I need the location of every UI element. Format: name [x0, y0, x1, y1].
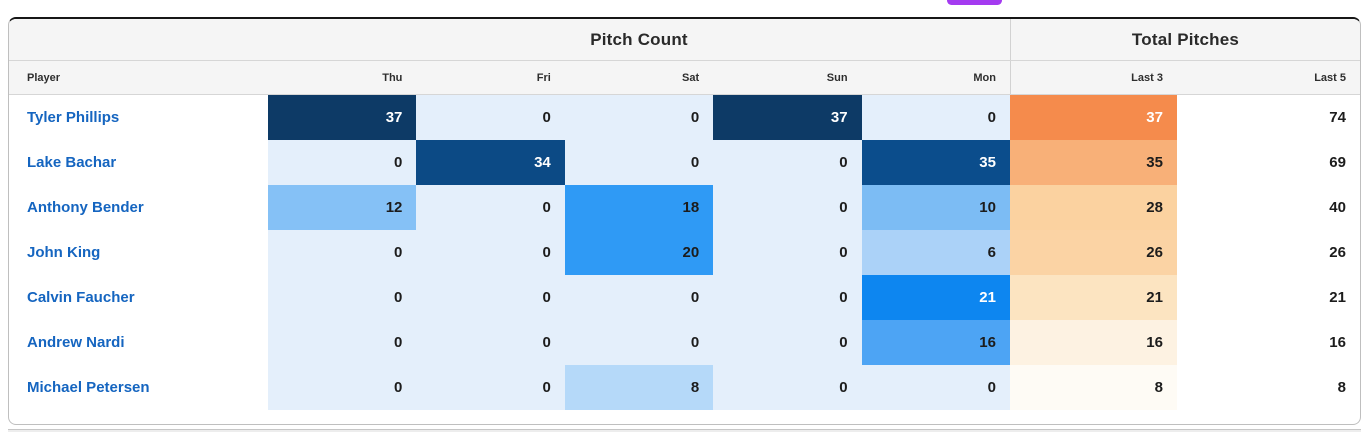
player-cell: Calvin Faucher [9, 275, 268, 320]
table-row: Calvin Faucher 0 0 0 0 21 21 21 [9, 275, 1360, 320]
pitch-cell-sun: 0 [713, 320, 862, 365]
player-cell: Anthony Bender [9, 185, 268, 230]
pitch-cell-sun: 0 [713, 185, 862, 230]
pitch-cell-sat: 18 [564, 185, 714, 230]
pitch-cell-thu: 0 [268, 365, 417, 410]
last5-cell: 74 [1176, 95, 1360, 140]
last3-cell: 26 [1009, 230, 1177, 275]
pitch-cell-mon: 21 [861, 275, 1010, 320]
group-header-row: Pitch Count Total Pitches [9, 19, 1360, 61]
col-header-fri[interactable]: Fri [536, 71, 551, 84]
pitch-cell-thu: 12 [268, 185, 417, 230]
pitch-cell-thu: 0 [268, 230, 417, 275]
pitch-cell-fri: 0 [416, 230, 565, 275]
pitch-cell-fri: 0 [416, 275, 565, 320]
col-header-sun[interactable]: Sun [826, 71, 848, 84]
player-link[interactable]: Anthony Bender [27, 199, 144, 216]
player-cell: Andrew Nardi [9, 320, 268, 365]
pitch-cell-fri: 34 [416, 140, 565, 185]
player-link[interactable]: Tyler Phillips [27, 109, 120, 126]
pitch-cell-sat: 0 [564, 140, 714, 185]
pitch-cell-sat: 20 [564, 230, 714, 275]
col-header-last3[interactable]: Last 3 [1009, 61, 1177, 94]
pitch-cell-thu: 0 [268, 320, 417, 365]
last5-cell: 8 [1176, 365, 1360, 410]
group-header-total-pitches: Total Pitches [1010, 19, 1360, 60]
pitch-cell-fri: 0 [416, 365, 565, 410]
pitch-cell-sun: 0 [713, 365, 862, 410]
pitch-cell-sat: 0 [564, 275, 714, 320]
purple-pill-button[interactable] [947, 0, 1002, 5]
last3-cell: 16 [1009, 320, 1177, 365]
pitch-cell-thu: 37 [268, 95, 417, 140]
last5-cell: 26 [1176, 230, 1360, 275]
player-cell: Tyler Phillips [9, 95, 268, 140]
last3-cell: 8 [1009, 365, 1177, 410]
player-cell: Lake Bachar [9, 140, 268, 185]
pitch-cell-mon: 16 [861, 320, 1010, 365]
last5-cell: 21 [1176, 275, 1360, 320]
last5-cell: 40 [1176, 185, 1360, 230]
pitch-cell-sun: 0 [713, 140, 862, 185]
col-header-last5[interactable]: Last 5 [1314, 71, 1346, 84]
player-link[interactable]: Calvin Faucher [27, 289, 135, 306]
table-row: John King 0 0 20 0 6 26 26 [9, 230, 1360, 275]
player-cell: Michael Petersen [9, 365, 268, 410]
player-link[interactable]: John King [27, 244, 101, 261]
col-header-thu[interactable]: Thu [382, 71, 403, 84]
col-header-sat[interactable]: Sat [682, 71, 700, 84]
last3-cell: 28 [1009, 185, 1177, 230]
pitch-cell-mon: 0 [861, 365, 1010, 410]
pitch-cell-thu: 0 [268, 140, 417, 185]
player-link[interactable]: Michael Petersen [27, 379, 150, 396]
table-row: Michael Petersen 0 0 8 0 0 8 8 [9, 365, 1360, 410]
pitch-cell-mon: 35 [861, 140, 1010, 185]
pitch-cell-mon: 10 [861, 185, 1010, 230]
pitch-cell-sat: 0 [564, 95, 714, 140]
last3-cell: 21 [1009, 275, 1177, 320]
last5-cell: 16 [1176, 320, 1360, 365]
pitch-cell-mon: 0 [861, 95, 1010, 140]
pitch-cell-thu: 0 [268, 275, 417, 320]
player-link[interactable]: Lake Bachar [27, 154, 117, 171]
pitch-cell-sun: 0 [713, 230, 862, 275]
table-row: Tyler Phillips 37 0 0 37 0 37 74 [9, 95, 1360, 140]
horizontal-scrollbar[interactable] [8, 429, 1361, 432]
player-link[interactable]: Andrew Nardi [27, 334, 125, 351]
pitch-cell-fri: 0 [416, 320, 565, 365]
table-row: Anthony Bender 12 0 18 0 10 28 40 [9, 185, 1360, 230]
pitch-cell-fri: 0 [416, 95, 565, 140]
column-header-row: Player Thu Fri Sat Sun Mon Last 3 Last 5 [9, 61, 1360, 95]
player-cell: John King [9, 230, 268, 275]
last5-cell: 69 [1176, 140, 1360, 185]
last3-cell: 37 [1009, 95, 1177, 140]
col-header-player[interactable]: Player [27, 71, 61, 84]
col-header-mon[interactable]: Mon [973, 71, 996, 84]
table-row: Lake Bachar 0 34 0 0 35 35 69 [9, 140, 1360, 185]
pitch-cell-fri: 0 [416, 185, 565, 230]
group-header-pitch-count: Pitch Count [590, 29, 688, 49]
table-row: Andrew Nardi 0 0 0 0 16 16 16 [9, 320, 1360, 365]
pitch-count-card: Pitch Count Total Pitches Player Thu Fri… [8, 17, 1361, 425]
pitch-cell-sat: 0 [564, 320, 714, 365]
last3-cell: 35 [1009, 140, 1177, 185]
table-body: Tyler Phillips 37 0 0 37 0 37 74 Lake Ba… [9, 95, 1360, 410]
group-header-spacer [9, 19, 268, 60]
pitch-cell-sat: 8 [564, 365, 714, 410]
pitch-cell-sun: 37 [713, 95, 862, 140]
pitch-cell-mon: 6 [861, 230, 1010, 275]
pitch-cell-sun: 0 [713, 275, 862, 320]
